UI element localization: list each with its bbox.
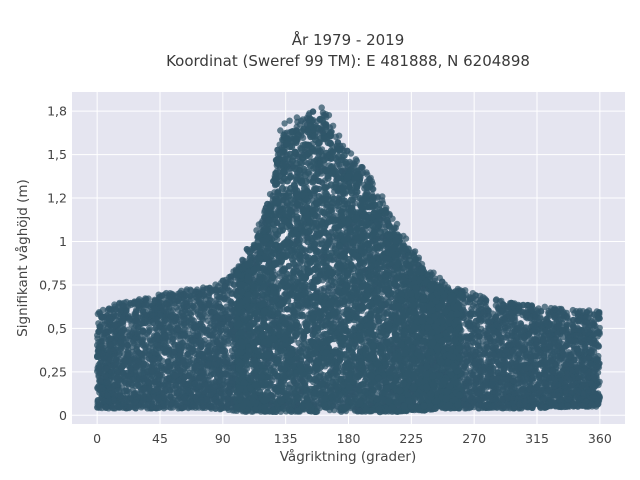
scatter-point: [464, 345, 471, 352]
chart-title-line-1: År 1979 - 2019: [292, 30, 405, 49]
scatter-point: [492, 302, 500, 309]
scatter-point: [359, 164, 366, 171]
chart-title-line-2: Koordinat (Sweref 99 TM): E 481888, N 62…: [166, 52, 530, 70]
scatter-point: [541, 303, 548, 310]
scatter-point: [126, 315, 133, 323]
data-points: [94, 104, 603, 416]
scatter-point: [379, 193, 386, 200]
scatter-point: [402, 235, 410, 242]
scatter-point: [393, 220, 401, 228]
scatter-point: [569, 306, 577, 314]
scatter-point: [318, 104, 325, 111]
